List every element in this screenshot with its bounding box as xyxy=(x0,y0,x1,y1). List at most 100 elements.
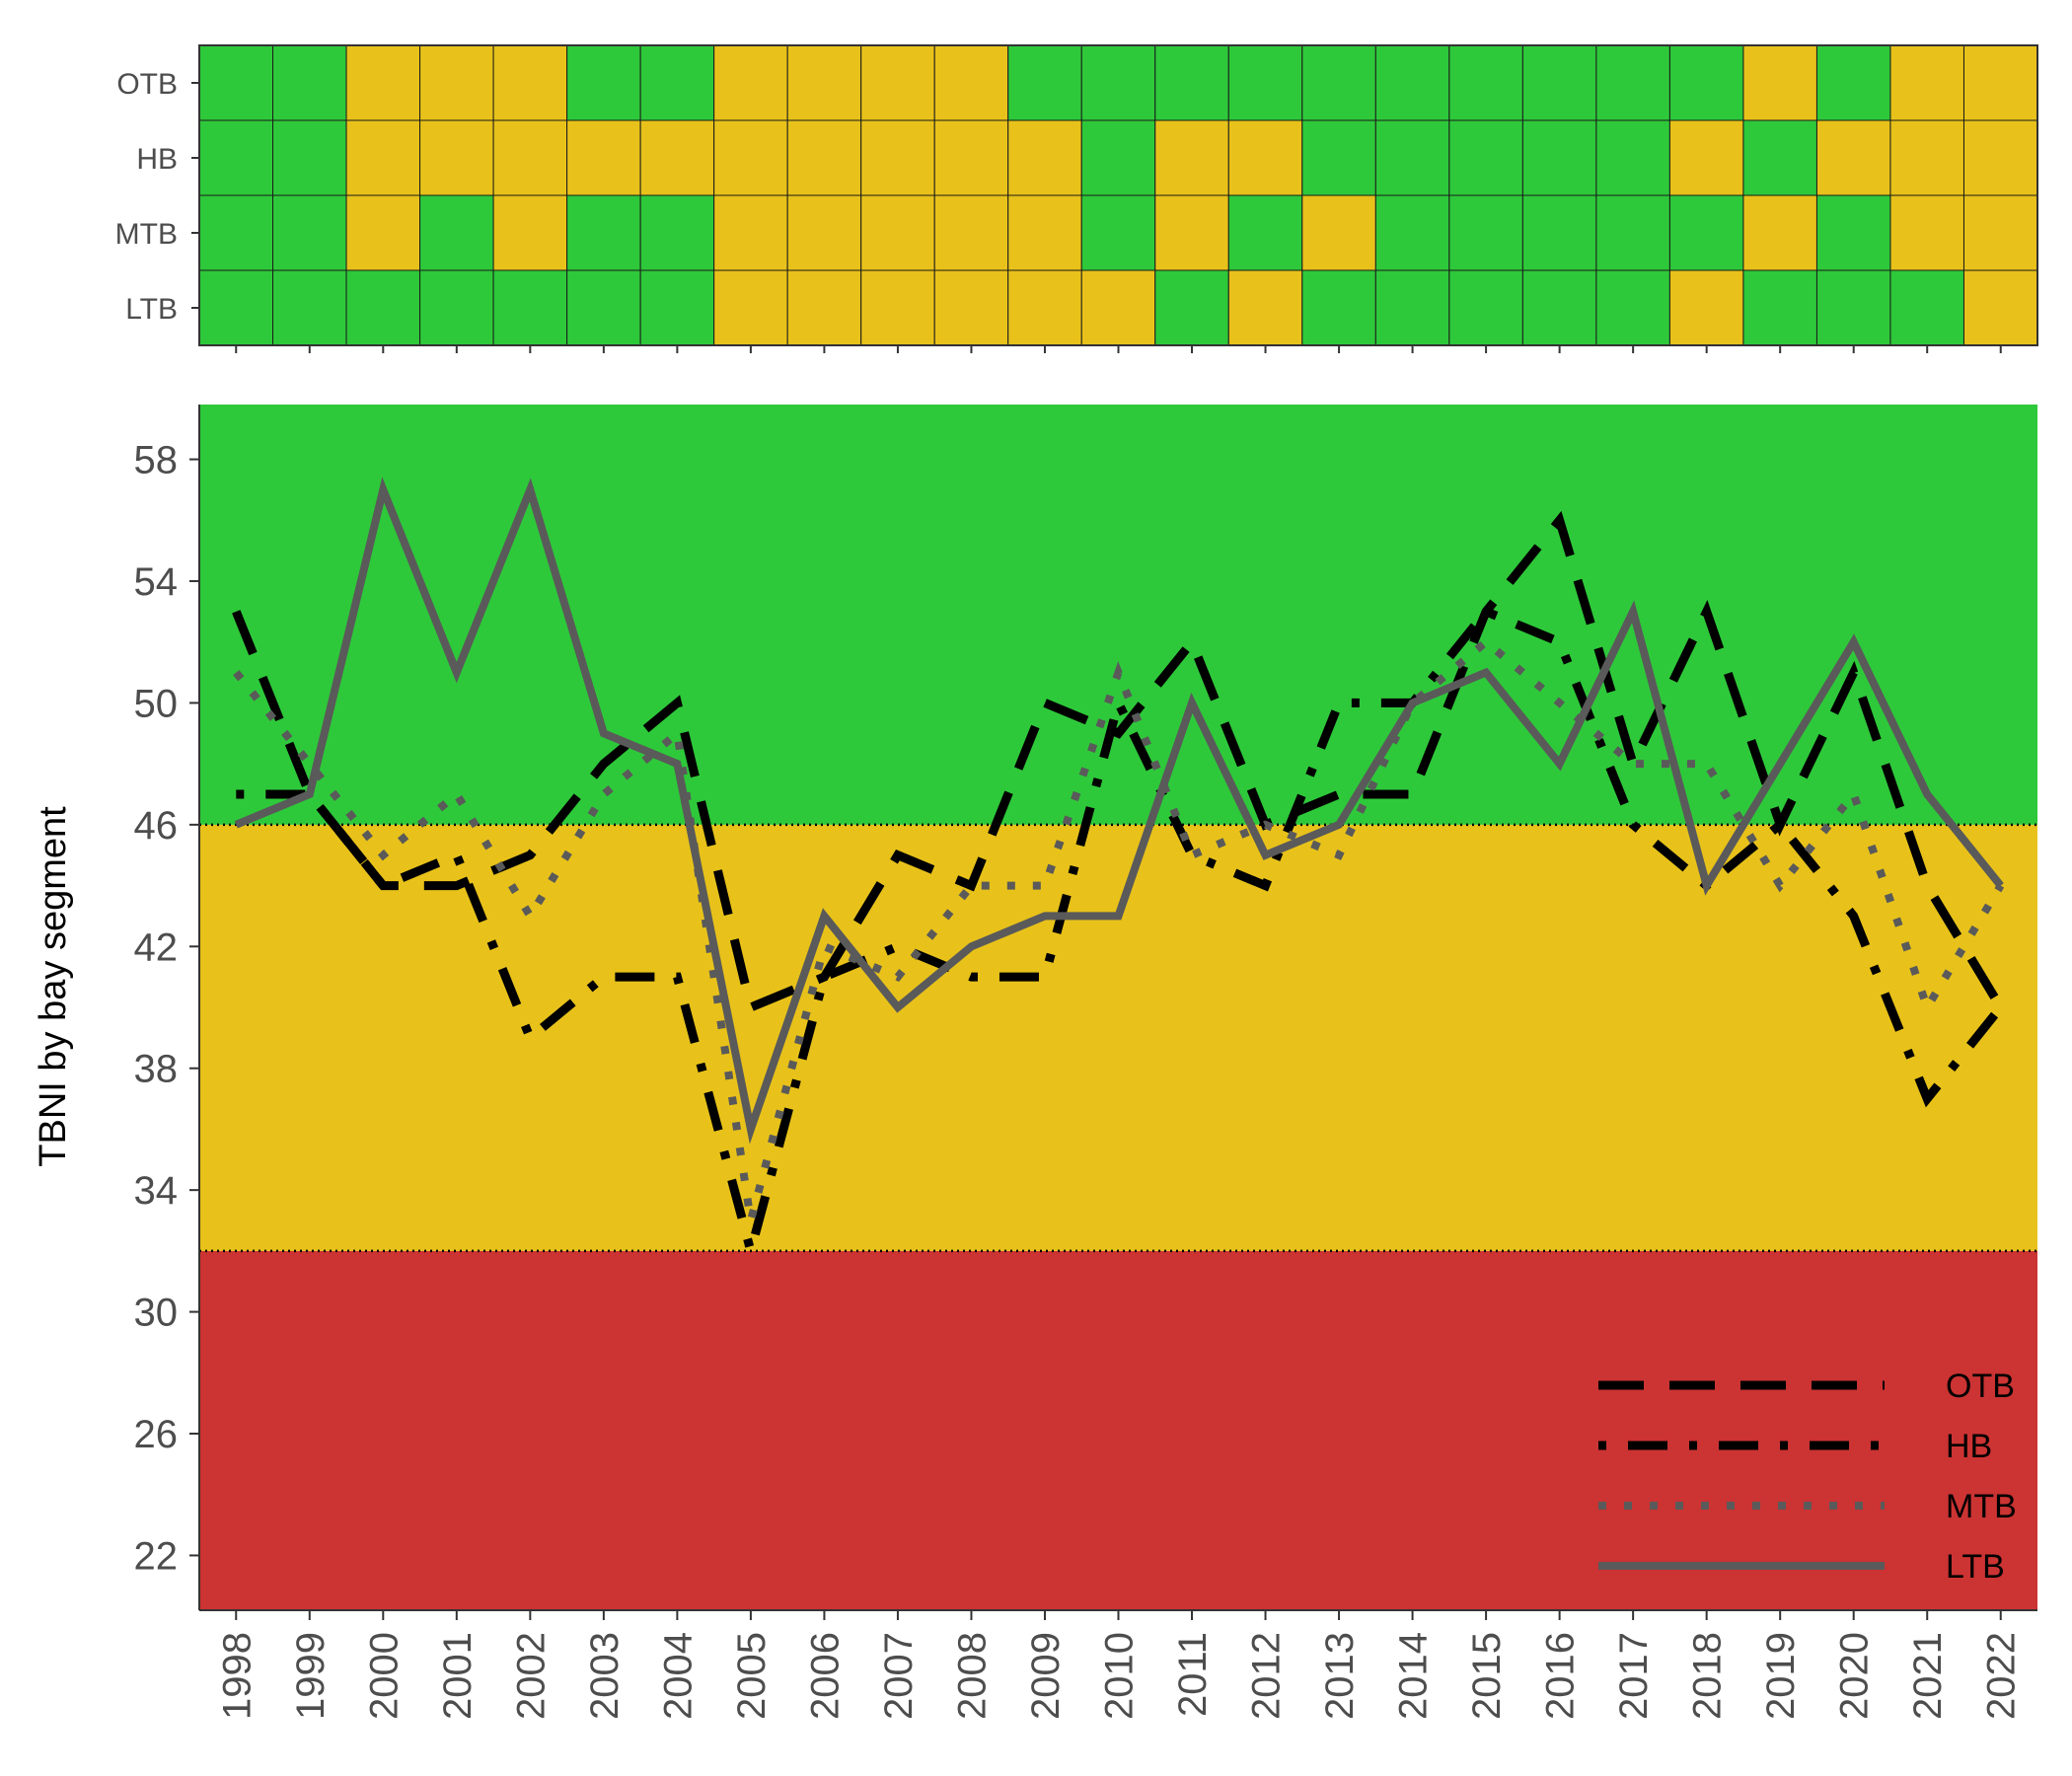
heatmap-cell xyxy=(1889,119,1964,196)
heatmap-cell xyxy=(566,269,641,346)
heatmap-cell xyxy=(786,44,862,121)
heatmap-cell xyxy=(1448,269,1523,346)
heatmap-cell xyxy=(1521,269,1597,346)
heatmap-cell xyxy=(786,194,862,271)
x-tick-label: 2009 xyxy=(1024,1632,1068,1720)
heatmap-cell xyxy=(1595,269,1670,346)
y-tick-label: 58 xyxy=(134,439,179,482)
heatmap-cell xyxy=(1227,194,1303,271)
series-line-otb xyxy=(232,510,2005,1014)
heatmap-cell xyxy=(1007,44,1082,121)
heatmap-cell xyxy=(933,119,1009,196)
heatmap-cell xyxy=(1815,269,1891,346)
heatmap-cell xyxy=(566,194,641,271)
heatmap-cell xyxy=(566,44,641,121)
x-tick-label: 2006 xyxy=(803,1632,847,1720)
y-tick-label: 30 xyxy=(134,1292,179,1335)
heatmap-cell xyxy=(272,194,347,271)
heatmap-cell xyxy=(345,119,421,196)
heatmap-cell xyxy=(1154,194,1229,271)
x-tick-label: 2013 xyxy=(1318,1632,1362,1720)
heatmap-cell xyxy=(639,269,715,346)
heatmap-cell xyxy=(1301,119,1376,196)
x-tick-label: 1999 xyxy=(289,1632,333,1720)
heatmap-cell xyxy=(1374,119,1450,196)
heatmap-cell xyxy=(639,194,715,271)
heatmap-cell xyxy=(1815,119,1891,196)
heatmap-row-label: LTB xyxy=(125,293,178,326)
y-tick-label: 26 xyxy=(134,1413,179,1456)
x-tick-label: 2012 xyxy=(1245,1632,1289,1720)
heatmap-cell xyxy=(345,194,421,271)
heatmap-cell xyxy=(639,119,715,196)
heatmap-cell xyxy=(1521,44,1597,121)
x-tick-label: 2008 xyxy=(950,1632,994,1720)
series-line-ltb xyxy=(234,477,2004,1145)
heatmap-cell xyxy=(1007,269,1082,346)
heatmap-cell xyxy=(933,194,1009,271)
heatmap-cell xyxy=(566,119,641,196)
y-tick-label: 38 xyxy=(134,1048,179,1091)
legend-label: OTB xyxy=(1946,1368,2015,1405)
x-tick-label: 2007 xyxy=(877,1632,921,1720)
heatmap-cell xyxy=(1962,269,2038,346)
heatmap-row-label: MTB xyxy=(115,218,178,251)
band-yellow xyxy=(199,824,2037,1251)
threshold-lines xyxy=(199,823,2037,1253)
x-tick-label: 2004 xyxy=(656,1632,700,1720)
heatmap-cell xyxy=(1080,119,1156,196)
heatmap-cell xyxy=(713,119,788,196)
y-axis: 22 26 30 34 38 42 46 50 54 58 xyxy=(134,405,200,1610)
x-tick-label: 2002 xyxy=(509,1632,553,1720)
heatmap-row-label: HB xyxy=(136,143,178,176)
heatmap-cell xyxy=(198,269,274,346)
heatmap-cell xyxy=(1374,44,1450,121)
x-tick-label: 2015 xyxy=(1465,1632,1509,1720)
heatmap-cell xyxy=(1742,194,1817,271)
heatmap-cell xyxy=(713,194,788,271)
legend-label: HB xyxy=(1946,1428,1992,1465)
band-red xyxy=(199,1250,2037,1610)
heatmap-cell xyxy=(1889,269,1964,346)
heatmap-cell xyxy=(1374,269,1450,346)
heatmap-cell xyxy=(713,44,788,121)
y-tick-label: 50 xyxy=(134,682,179,725)
heatmap-cell xyxy=(1227,119,1303,196)
heatmap-cell xyxy=(1301,44,1376,121)
x-tick-label: 2014 xyxy=(1392,1632,1436,1720)
heatmap-cell xyxy=(419,44,494,121)
heatmap-cell xyxy=(1007,119,1082,196)
heatmap-cell xyxy=(860,44,935,121)
band-green xyxy=(199,405,2037,825)
heatmap-cell xyxy=(1521,194,1597,271)
heatmap-cell xyxy=(492,44,568,121)
heatmap-cell xyxy=(860,194,935,271)
heatmap-cell xyxy=(1448,44,1523,121)
heatmap-cell xyxy=(272,269,347,346)
heatmap-cell xyxy=(1889,194,1964,271)
heatmap-cell xyxy=(639,44,715,121)
heatmap-cell xyxy=(345,269,421,346)
heatmap-cell xyxy=(1595,194,1670,271)
heatmap-cell xyxy=(419,269,494,346)
x-tick-label: 2019 xyxy=(1759,1632,1803,1720)
heatmap-cell xyxy=(1742,44,1817,121)
heatmap-cell xyxy=(1374,194,1450,271)
heatmap-cell xyxy=(1595,44,1670,121)
x-tick-label: 1998 xyxy=(215,1632,259,1720)
heatmap-cell xyxy=(1889,44,1964,121)
y-tick-label: 46 xyxy=(134,804,179,848)
heatmap-cell xyxy=(272,44,347,121)
x-tick-label: 2016 xyxy=(1539,1632,1583,1720)
heatmap-cell xyxy=(1742,269,1817,346)
heatmap-cell xyxy=(933,44,1009,121)
legend-label: LTB xyxy=(1946,1548,2005,1586)
heatmap-cell xyxy=(1448,194,1523,271)
heatmap-cell xyxy=(1962,194,2038,271)
heatmap-cell xyxy=(933,269,1009,346)
heatmap-cell xyxy=(786,269,862,346)
heatmap-cell xyxy=(1154,269,1229,346)
x-tick-label: 2017 xyxy=(1612,1632,1656,1720)
x-tick-label: 2005 xyxy=(730,1632,774,1720)
x-tick-label: 2018 xyxy=(1686,1632,1730,1720)
